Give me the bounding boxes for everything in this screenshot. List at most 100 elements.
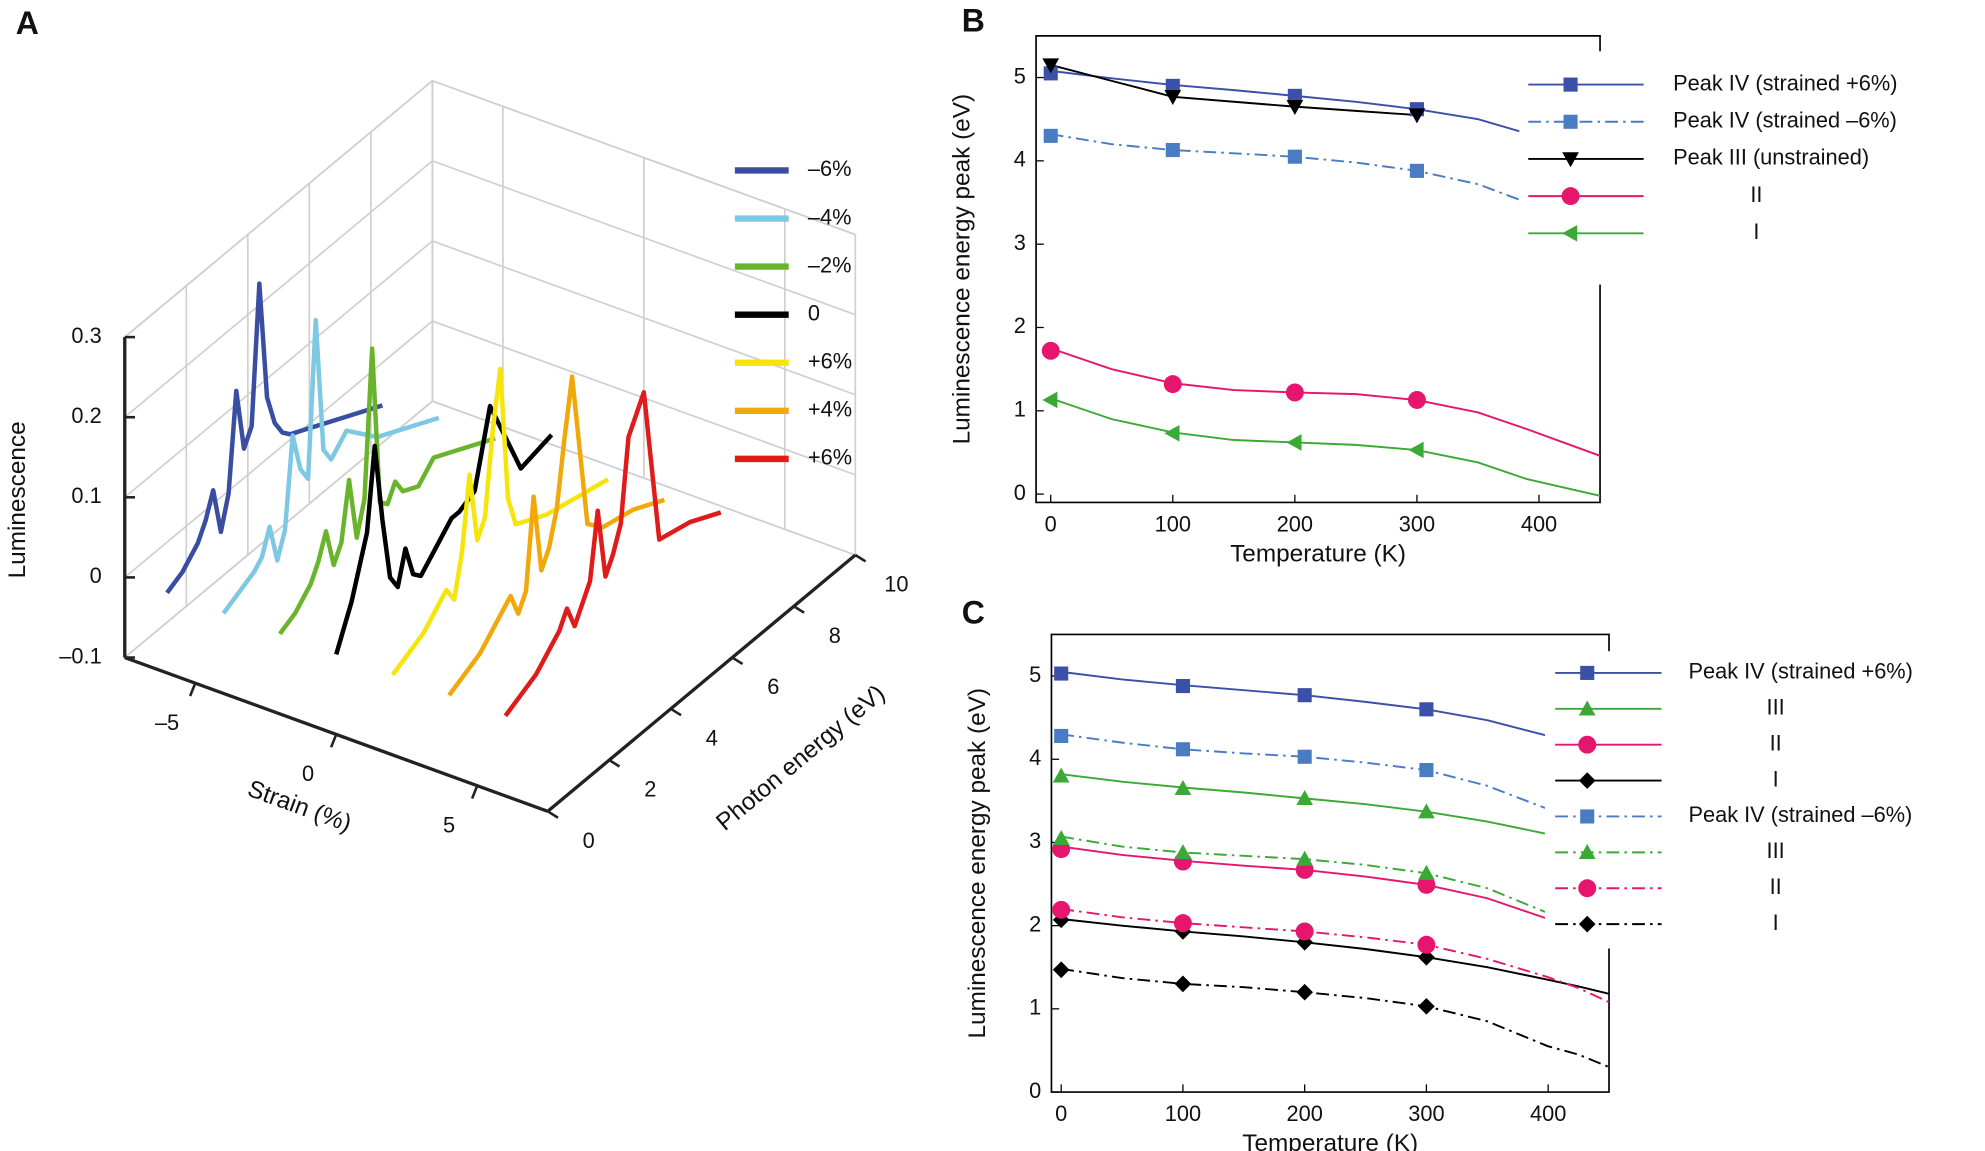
x-tick-label: 0 — [1055, 1101, 1067, 1126]
y-tick-label: 0.2 — [71, 403, 101, 428]
legend-label: Peak IV (strained –6%) — [1673, 108, 1897, 133]
grid-line — [124, 400, 433, 659]
legend-marker — [1561, 187, 1580, 206]
x-tick — [793, 605, 805, 614]
legend-marker — [1563, 77, 1578, 92]
y-tick-label: 5 — [1014, 63, 1026, 88]
y-tick-label: 1 — [1014, 397, 1026, 422]
legend-label: +6% — [808, 348, 852, 373]
legend-background — [1519, 51, 1985, 285]
fit-line — [1061, 670, 1549, 737]
marker — [1418, 803, 1435, 819]
marker — [1409, 163, 1424, 178]
legend-label: Peak IV (strained +6%) — [1688, 659, 1912, 684]
fit-line — [1061, 835, 1549, 914]
x-tick — [731, 656, 744, 666]
fit-line — [1050, 347, 1601, 457]
marker — [1164, 90, 1182, 106]
x-axis-label: Temperature (K) — [1242, 1130, 1418, 1151]
marker — [1418, 998, 1435, 1015]
z-tick-label: –5 — [155, 710, 179, 735]
fit-line — [1050, 64, 1417, 117]
marker — [1419, 702, 1434, 717]
legend-label: Peak III (unstrained) — [1673, 145, 1869, 170]
fit-line — [1050, 133, 1528, 204]
legend-marker — [1562, 224, 1578, 242]
legend-marker — [1578, 844, 1596, 860]
x-axis-label: Temperature (K) — [1230, 540, 1406, 567]
marker — [1042, 391, 1058, 409]
y-tick-label: 3 — [1014, 230, 1026, 255]
legend-marker — [1578, 700, 1596, 716]
legend-marker — [1578, 879, 1597, 898]
marker — [1042, 58, 1060, 74]
y-tick-label: 5 — [1029, 662, 1041, 687]
x-tick-label: 300 — [1399, 511, 1435, 536]
legend-marker — [1578, 735, 1597, 754]
spectrum-line — [221, 317, 440, 615]
marker — [1287, 149, 1302, 164]
marker — [1163, 375, 1182, 394]
marker — [1175, 742, 1190, 757]
grid-line — [124, 160, 433, 418]
x-tick-label: 400 — [1530, 1101, 1566, 1126]
x-tick-label: 0 — [583, 828, 595, 853]
x-tick-label: 0 — [1045, 511, 1057, 536]
y-tick-label: 4 — [1029, 745, 1041, 770]
marker — [1286, 434, 1302, 451]
y-tick-label: –0.1 — [59, 643, 101, 668]
legend-label: –2% — [808, 252, 852, 277]
z-tick-label: 5 — [443, 812, 455, 837]
legend-marker — [1578, 915, 1596, 933]
panel-label: A — [16, 5, 39, 41]
y-axis-label: Luminescence energy peak (eV) — [964, 688, 991, 1038]
y-tick-label: 0 — [1014, 480, 1026, 505]
grid-line — [124, 240, 433, 498]
marker — [1296, 790, 1314, 806]
y-tick-label: 0 — [1029, 1078, 1041, 1103]
y-tick-label: 1 — [1029, 995, 1041, 1020]
legend-marker — [1580, 665, 1595, 680]
legend-marker — [1578, 772, 1596, 789]
panel-label: B — [962, 3, 985, 39]
legend-label: II — [1770, 730, 1782, 755]
marker — [1052, 767, 1070, 783]
spectrum-line — [165, 281, 384, 595]
grid-line — [124, 320, 433, 579]
fit-line — [1050, 397, 1601, 497]
x-tick-label: 100 — [1165, 1101, 1201, 1126]
legend-label: I — [1773, 766, 1779, 791]
x-tick — [547, 810, 559, 819]
marker — [1054, 728, 1069, 744]
marker — [1164, 424, 1180, 442]
marker — [1418, 948, 1435, 966]
fit-line — [1061, 918, 1610, 995]
x-tick — [608, 758, 621, 768]
marker — [1296, 850, 1314, 866]
x-tick-label: 400 — [1521, 511, 1557, 536]
marker — [1417, 875, 1436, 894]
spectrum-line — [447, 374, 666, 697]
marker — [1408, 441, 1424, 459]
x-tick-label: 300 — [1408, 1101, 1444, 1126]
marker — [1173, 914, 1192, 933]
marker — [1419, 763, 1434, 778]
legend-label: –6% — [808, 156, 852, 181]
y-tick-label: 2 — [1014, 313, 1026, 338]
marker — [1052, 961, 1070, 979]
spectrum-line — [503, 389, 722, 718]
marker — [1174, 780, 1192, 796]
legend-label: +4% — [808, 397, 852, 422]
marker — [1054, 666, 1069, 681]
legend-label: II — [1770, 874, 1782, 899]
legend-label: I — [1773, 910, 1779, 935]
z-tick — [470, 785, 479, 799]
legend-label: III — [1767, 838, 1785, 863]
spectrum-line — [334, 403, 554, 655]
legend-label: II — [1750, 182, 1762, 207]
x-tick-label: 200 — [1277, 511, 1313, 536]
marker — [1287, 88, 1302, 103]
x-tick — [670, 707, 682, 717]
x-tick — [854, 553, 867, 563]
